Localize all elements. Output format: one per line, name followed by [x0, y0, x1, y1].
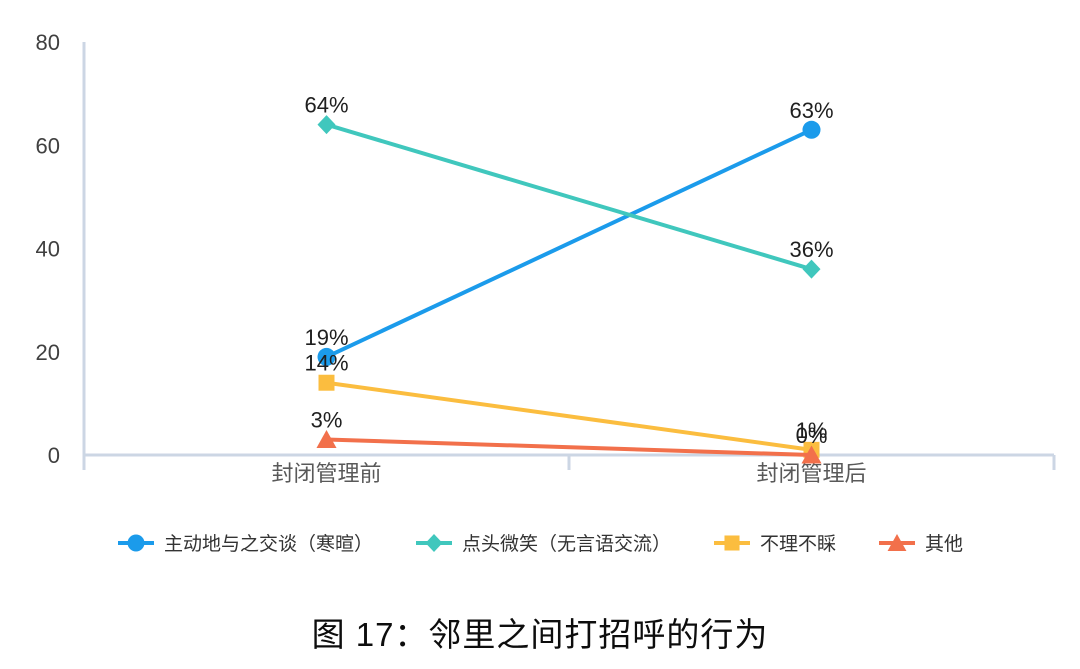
series-line	[326, 380, 812, 452]
legend-label: 点头微笑（无言语交流）	[461, 534, 671, 555]
figure-caption: 图 17：邻里之间打招呼的行为	[311, 616, 769, 653]
circle-marker	[127, 534, 145, 551]
data-label: 63%	[789, 98, 833, 123]
x-category-label: 封闭管理后	[756, 461, 866, 486]
legend-item: 不理不睬	[713, 529, 836, 556]
data-label: 1%	[796, 418, 828, 443]
legend-item: 其他	[878, 529, 963, 556]
data-label: 3%	[311, 408, 343, 433]
triangle-marker	[316, 429, 337, 449]
legend-label: 不理不睬	[760, 534, 837, 555]
x-category-label: 封闭管理前	[271, 461, 381, 486]
data-label: 14%	[304, 351, 348, 376]
y-tick-label: 40	[36, 237, 60, 262]
series-line	[325, 127, 813, 359]
legend-item: 点头微笑（无言语交流）	[415, 529, 671, 556]
legend-label: 其他	[925, 534, 964, 555]
line-chart: 0 20 40 60 80 封闭管理前 封闭管理后 19% 63% 64% 36% 14% 1% 3% 0%	[36, 30, 1056, 486]
data-label: 36%	[789, 237, 833, 262]
y-tick-label: 80	[36, 30, 60, 55]
legend-square-marker-icon	[714, 534, 750, 551]
diamond-marker	[425, 533, 443, 552]
diamond-marker	[317, 115, 336, 135]
square-marker	[724, 534, 740, 551]
triangle-marker	[801, 445, 822, 464]
diamond-marker	[802, 259, 821, 279]
triangle-marker	[887, 533, 907, 551]
circle-marker	[317, 347, 336, 366]
legend-triangle-marker-icon	[879, 533, 916, 551]
data-label: 0%	[796, 423, 828, 448]
legend-label: 主动地与之交谈（寒暄）	[163, 534, 373, 555]
series-line	[325, 122, 813, 272]
square-marker	[318, 374, 335, 391]
legend-diamond-marker-icon	[415, 533, 452, 552]
data-label: 64%	[304, 93, 348, 118]
legend-item: 主动地与之交谈（寒暄）	[117, 529, 373, 556]
y-tick-label: 20	[36, 340, 60, 365]
data-label: 19%	[304, 325, 348, 350]
circle-marker	[802, 120, 821, 139]
y-tick-label: 0	[48, 443, 60, 468]
series-line	[326, 437, 812, 457]
legend-circle-marker-icon	[117, 534, 154, 551]
chart-legend: 主动地与之交谈（寒暄） 点头微笑（无言语交流） 不理不睬 其他	[0, 529, 1080, 556]
y-tick-label: 60	[36, 133, 60, 158]
